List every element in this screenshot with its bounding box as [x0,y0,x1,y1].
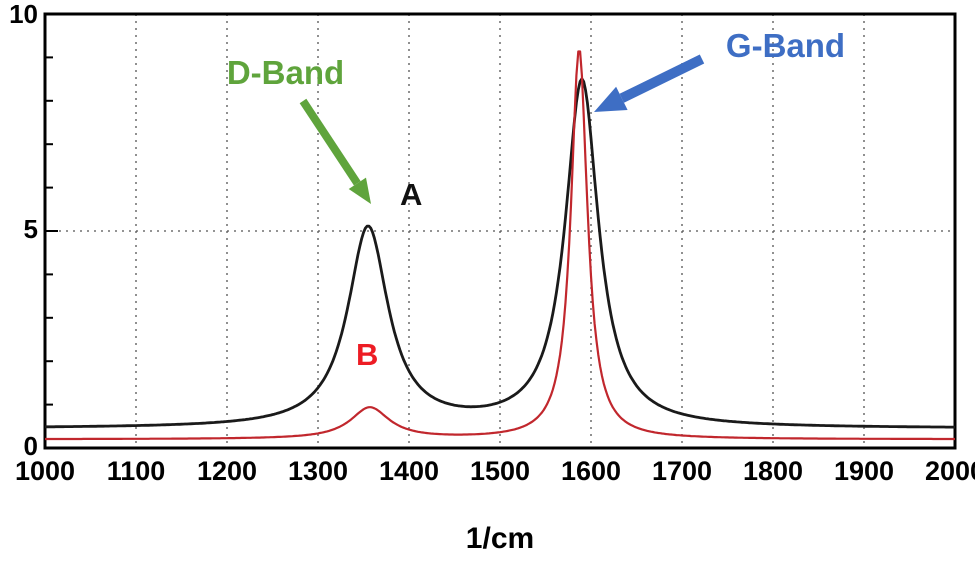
y-tick-label: 5 [23,214,38,244]
x-tick-label: 1300 [287,456,349,486]
x-tick-label: 1200 [196,456,258,486]
x-tick-label: 1800 [742,456,804,486]
x-tick-label: 1900 [833,456,895,486]
series-b-label: B [356,337,379,372]
x-tick-label: 2000 [924,456,975,486]
x-tick-label: 1000 [14,456,76,486]
g-band-annotation: G-Band [725,27,846,64]
x-tick-label: 1600 [560,456,622,486]
x-tick-label: 1700 [651,456,713,486]
d-band-annotation: D-Band [226,54,345,91]
y-tick-label: 10 [9,0,38,29]
series-a-label: A [400,177,423,212]
x-tick-label: 1100 [106,456,166,486]
x-axis-title: 1/cm [465,522,535,555]
x-tick-label: 1500 [469,456,531,486]
x-tick-label: 1400 [378,456,440,486]
y-tick-label: 0 [23,431,38,461]
